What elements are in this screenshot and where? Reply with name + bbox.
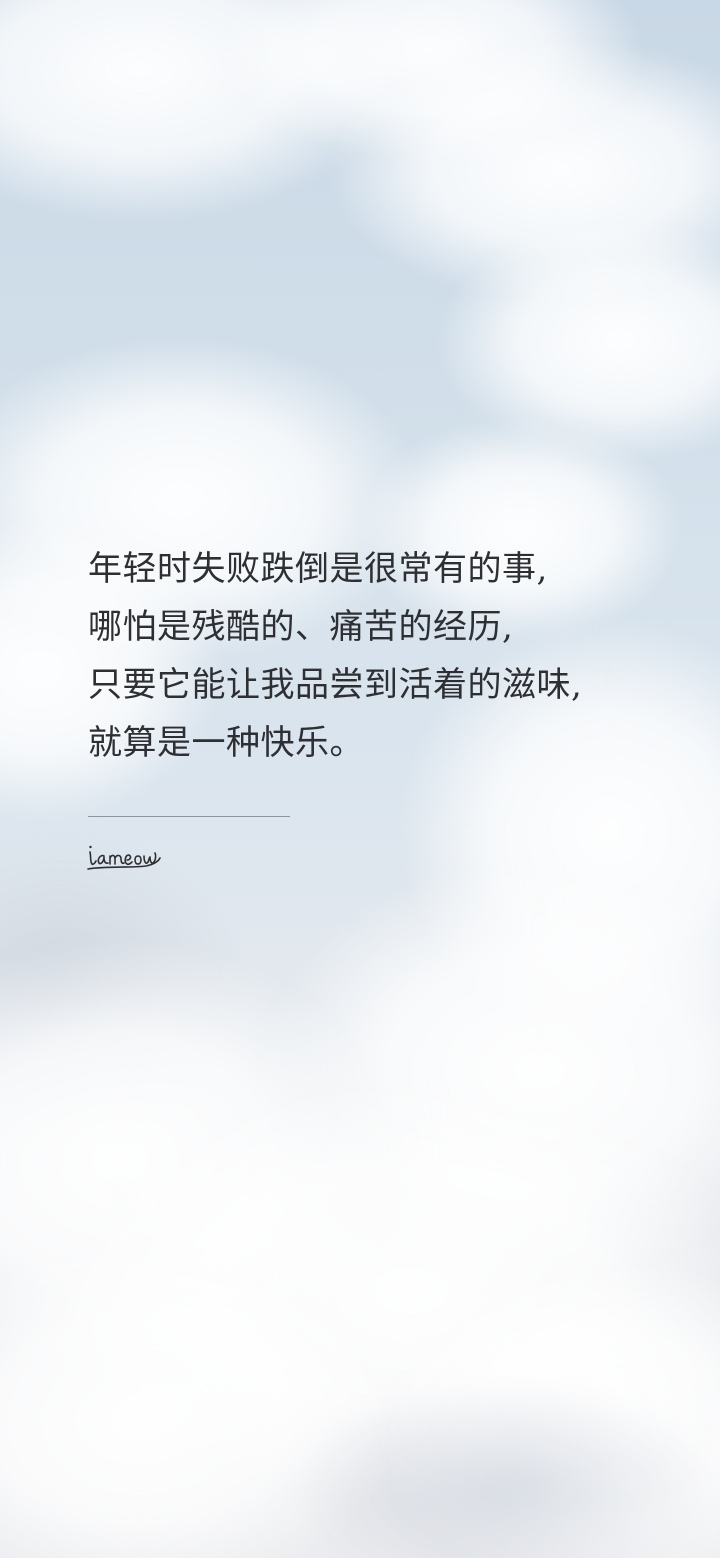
quote-line: 年轻时失败跌倒是很常有的事, (88, 549, 548, 589)
quote-text: 年轻时失败跌倒是很常有的事, 哪怕是残酷的、痛苦的经历, 只要它能让我品尝到活着… (88, 540, 688, 772)
divider (88, 816, 290, 817)
quote-line: 只要它能让我品尝到活着的滋味, (88, 665, 583, 705)
iameow-signature-logo (87, 845, 161, 870)
cloud (360, 420, 680, 640)
quote-line: 哪怕是残酷的、痛苦的经历, (88, 607, 514, 647)
cloud-shadow (300, 1380, 720, 1558)
quote-line: 就算是一种快乐。 (88, 723, 364, 763)
cloud (440, 220, 720, 460)
